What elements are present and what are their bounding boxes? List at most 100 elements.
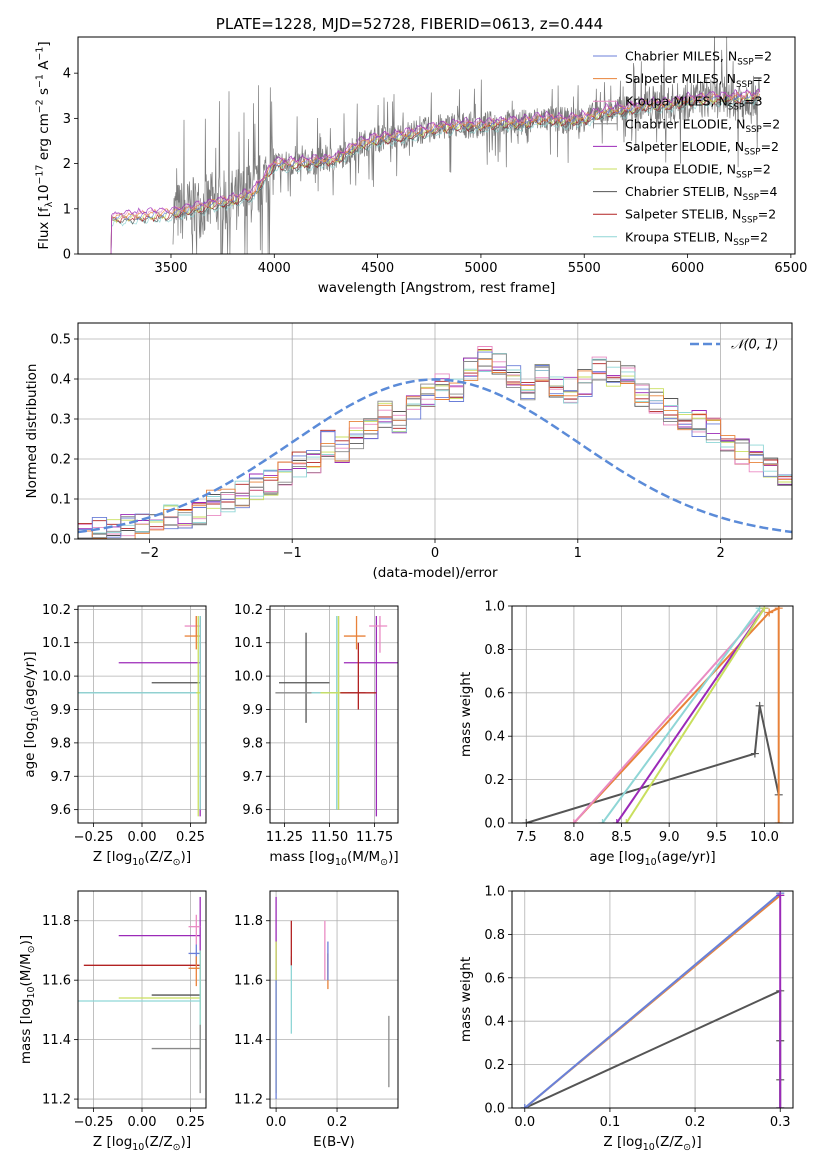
spectrum-data-line bbox=[172, 37, 760, 254]
tick-label-x: 11.75 bbox=[356, 830, 393, 845]
label-part: 10 bbox=[643, 1142, 655, 1153]
label-part: =3 bbox=[744, 94, 762, 109]
chart-title: PLATE=1228, MJD=52728, FIBERID=0613, z=0… bbox=[216, 15, 603, 33]
label-part: 11.6 bbox=[234, 974, 263, 989]
label-part: SSP bbox=[728, 102, 744, 112]
plot-area bbox=[275, 616, 398, 817]
legend-label: Chabrier STELIB, NSSP​=4 bbox=[625, 184, 778, 203]
label-part: SSP bbox=[733, 238, 749, 248]
label-part: 0.6 bbox=[484, 686, 505, 701]
z-age-panel bbox=[74, 606, 206, 827]
label-part: 8.5 bbox=[611, 830, 632, 845]
errorbar-salpeter_miles bbox=[188, 956, 201, 987]
tick-label-x: 0.2 bbox=[685, 1115, 706, 1130]
label-part: 11.75 bbox=[356, 830, 393, 845]
marker-chabrier_miles bbox=[520, 1104, 529, 1108]
tick-label-y: 3 bbox=[63, 112, 71, 127]
tick-label-y: 11.4 bbox=[234, 1033, 263, 1048]
tick-label-x: 0.0 bbox=[514, 1115, 535, 1130]
label-part: 10.0 bbox=[42, 670, 71, 685]
label-part: Salpeter ELODIE, N bbox=[625, 139, 744, 154]
label-part: 4500 bbox=[361, 261, 394, 276]
x-axis-label: age [log10​(age/yr)] bbox=[589, 849, 715, 868]
tick-label-x: 0.3 bbox=[770, 1115, 791, 1130]
label-part: 0.0 bbox=[514, 1115, 535, 1130]
tick-label-y: 9.6 bbox=[50, 803, 71, 818]
label-part: 5500 bbox=[568, 261, 601, 276]
legend-label-normal: 𝒩(0, 1) bbox=[731, 338, 778, 353]
tick-label-y: 1.0 bbox=[484, 600, 505, 615]
label-part: s bbox=[36, 88, 52, 99]
label-part: wavelength [Angstrom, rest frame] bbox=[318, 280, 556, 296]
label-part: −0.25 bbox=[74, 1115, 114, 1130]
label-part: Kroupa MILES, N bbox=[625, 94, 728, 109]
label-part: −17 bbox=[35, 165, 46, 185]
label-part: 6000 bbox=[671, 261, 704, 276]
tick-label-y: 9.7 bbox=[50, 770, 71, 785]
label-part: 2 bbox=[716, 546, 724, 561]
legend-label: Salpeter MILES, NSSP​=2 bbox=[625, 71, 771, 90]
label-part: 3500 bbox=[154, 261, 187, 276]
label-part: erg cm bbox=[36, 113, 52, 164]
label-part: Z [log bbox=[603, 1134, 642, 1150]
y-axis-label: mass [log10​(M/M⊙​)] bbox=[18, 935, 37, 1064]
label-part: 9.8 bbox=[50, 736, 71, 751]
label-part: ⊙ bbox=[173, 857, 181, 868]
label-part: (Z/Z bbox=[144, 849, 172, 865]
tick-label-x: −2 bbox=[140, 546, 159, 561]
label-part: 0.25 bbox=[176, 830, 205, 845]
label-part: 0.2 bbox=[484, 1058, 505, 1073]
y-axis-label: age [log10​(age/yr)] bbox=[22, 651, 41, 777]
label-part: −1 bbox=[35, 47, 46, 61]
tick-label-x: −0.25 bbox=[74, 1115, 114, 1130]
label-part: 0.4 bbox=[50, 373, 71, 388]
series-chabrier_stelib bbox=[524, 989, 782, 1108]
tick-label-y: 0.5 bbox=[50, 333, 71, 348]
label-part: 5000 bbox=[464, 261, 497, 276]
tick-label-x: 9.0 bbox=[659, 830, 680, 845]
marker-salpeter_elodie bbox=[776, 1104, 785, 1108]
tick-label-x: 6000 bbox=[671, 261, 704, 276]
tick-label-y: 0.2 bbox=[50, 453, 71, 468]
label-part: (Z/Z bbox=[655, 1134, 683, 1150]
tick-label-x: 0 bbox=[431, 546, 439, 561]
legend-label: Salpeter ELODIE, NSSP​=2 bbox=[625, 139, 779, 158]
tick-label-x: −0.25 bbox=[74, 830, 114, 845]
label-part: mass [log bbox=[18, 998, 34, 1064]
label-part: Kroupa STELIB, N bbox=[625, 229, 733, 244]
label-part: PLATE=1228, MJD=52728, FIBERID=0613, z=0… bbox=[216, 15, 603, 33]
axes-frame bbox=[511, 605, 794, 824]
marker-salpeter_miles bbox=[774, 606, 783, 613]
label-part: =2 bbox=[752, 71, 770, 86]
axes-frame bbox=[77, 36, 796, 255]
label-part: 2 bbox=[63, 157, 71, 172]
series-kroupa_elodie bbox=[625, 607, 766, 823]
label-part: 0.6 bbox=[484, 971, 505, 986]
series-kroupa_stelib bbox=[601, 607, 761, 823]
tick-label-x: −1 bbox=[283, 546, 302, 561]
label-part: )] bbox=[181, 1134, 192, 1150]
tick-label-y: 0.2 bbox=[484, 1058, 505, 1073]
label-part: 10.0 bbox=[750, 830, 779, 845]
normal-curve bbox=[78, 378, 792, 534]
label-part: 8.0 bbox=[564, 830, 585, 845]
label-part: 1.0 bbox=[484, 885, 505, 900]
label-part: 0.2 bbox=[685, 1115, 706, 1130]
errorbar-kroupa_elodie bbox=[196, 616, 201, 817]
label-part: 11.2 bbox=[42, 1093, 71, 1108]
tick-label-y: 0.0 bbox=[50, 533, 71, 548]
label-part: 0.0 bbox=[484, 1102, 505, 1117]
model-line-salpeter_elodie bbox=[110, 88, 761, 254]
tick-label-x: 4000 bbox=[258, 261, 291, 276]
model-line-kroupa_miles bbox=[110, 88, 761, 254]
legend-label: Kroupa ELODIE, NSSP​=2 bbox=[625, 162, 771, 181]
label-part: ⊙ bbox=[380, 857, 388, 868]
tick-label-y: 0.1 bbox=[50, 493, 71, 508]
tick-label-y: 0.4 bbox=[484, 1015, 505, 1030]
series-chabrier_stelib bbox=[526, 705, 780, 823]
x-axis-label: (data-model)/error bbox=[372, 565, 498, 581]
label-part: 7.5 bbox=[516, 830, 537, 845]
tick-label-x: 8.0 bbox=[564, 830, 585, 845]
label-part: 10 bbox=[36, 185, 52, 202]
label-part: ⊙ bbox=[683, 1142, 691, 1153]
